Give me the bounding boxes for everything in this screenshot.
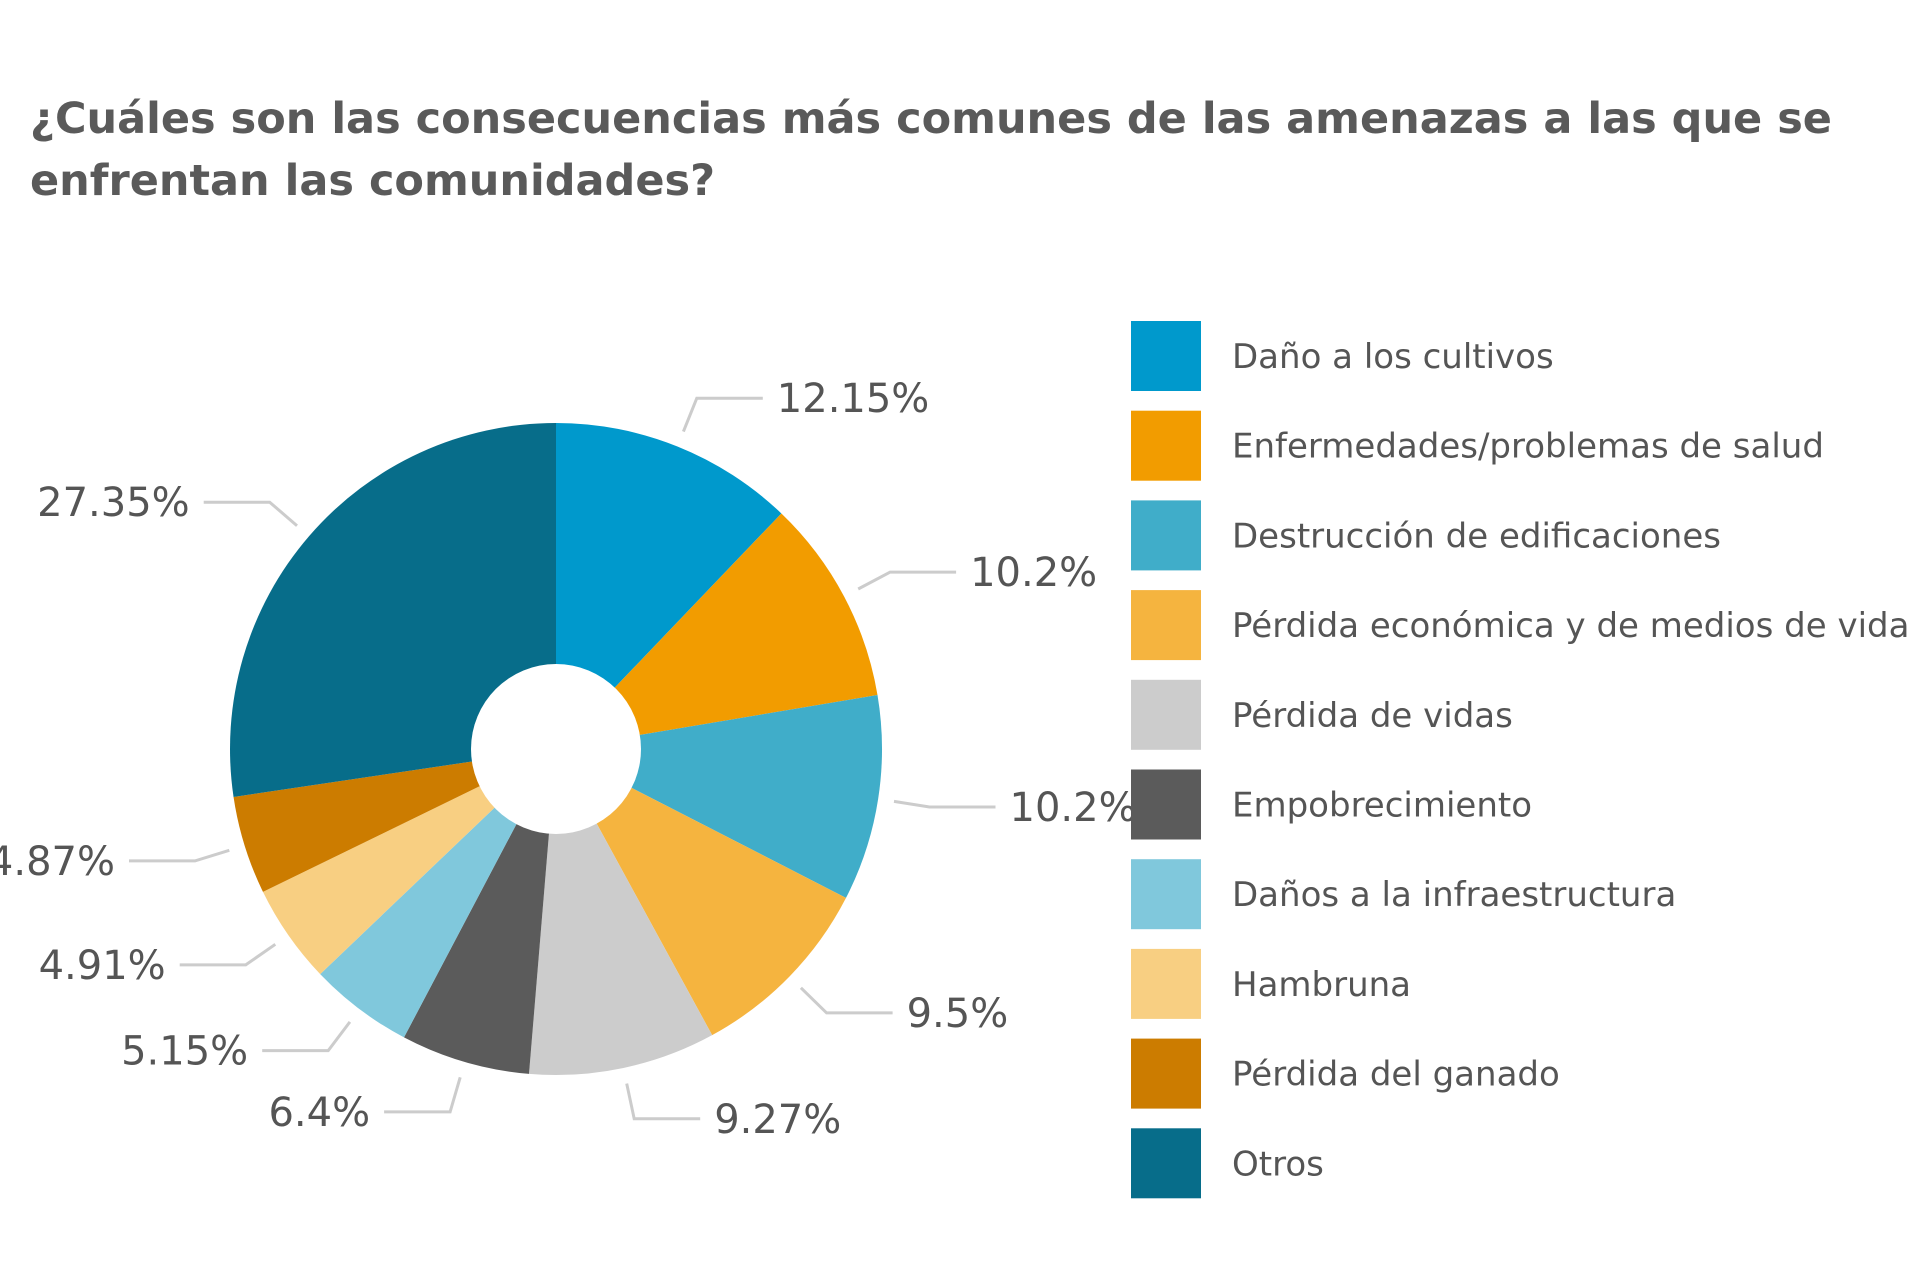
slice-perdida-economica-y-de-medios-de-vida bbox=[556, 749, 846, 1036]
pie-slices bbox=[230, 423, 882, 1076]
percent-label-danos-a-la-infraestructura: 5.15% bbox=[121, 1029, 248, 1075]
legend: Daño a los cultivos Enfermedades/problema… bbox=[1131, 321, 1909, 1199]
donut-hole bbox=[471, 664, 641, 834]
percent-labels: 12.15% 10.2% 10.2% 9.5% 9.27% 6.4% 5.15% 4.91% 4… bbox=[0, 376, 1137, 1143]
leader-line-enfermedades-problemas-de-salud bbox=[857, 570, 957, 591]
percent-label-perdida-de-vidas: 9.27% bbox=[714, 1097, 841, 1143]
leader-line-destruccion-de-edificaciones bbox=[893, 799, 996, 809]
slice-enfermedades-problemas-de-salud bbox=[556, 513, 878, 749]
percent-label-empobrecimiento: 6.4% bbox=[268, 1090, 370, 1136]
slice-otros bbox=[230, 423, 556, 797]
slice-dano-a-los-cultivos bbox=[556, 423, 782, 749]
percent-label-enfermedades-problemas-de-salud: 10.2% bbox=[970, 550, 1097, 596]
percent-label-otros: 27.35% bbox=[37, 480, 190, 526]
legend-label-empobrecimiento: Empobrecimiento bbox=[1232, 786, 1532, 826]
leader-lines bbox=[129, 396, 996, 1121]
leader-line-otros bbox=[203, 500, 298, 527]
legend-swatch-enfermedades-problemas-de-salud bbox=[1131, 410, 1201, 481]
slice-hambruna bbox=[262, 749, 556, 975]
legend-swatch-dano-a-los-cultivos bbox=[1131, 321, 1201, 391]
percent-label-hambruna: 4.91% bbox=[39, 943, 166, 989]
legend-label-destruccion-de-edificaciones: Destrucción de edificaciones bbox=[1232, 516, 1721, 556]
legend-label-dano-a-los-cultivos: Daño a los cultivos bbox=[1232, 337, 1554, 377]
leader-line-dano-a-los-cultivos bbox=[682, 396, 763, 433]
legend-label-perdida-de-vidas: Pérdida de vidas bbox=[1232, 696, 1513, 736]
percent-label-dano-a-los-cultivos: 12.15% bbox=[777, 376, 930, 422]
percent-label-perdida-del-ganado: 4.87% bbox=[0, 839, 115, 885]
legend-label-danos-a-la-infraestructura: Daños a la infraestructura bbox=[1232, 875, 1676, 915]
leader-line-perdida-de-vidas bbox=[625, 1083, 701, 1121]
legend-swatch-perdida-de-vidas bbox=[1131, 679, 1201, 750]
leader-line-danos-a-la-infraestructura bbox=[262, 1020, 352, 1053]
legend-swatch-hambruna bbox=[1131, 948, 1201, 1019]
legend-swatch-perdida-del-ganado bbox=[1131, 1038, 1201, 1109]
legend-swatch-empobrecimiento bbox=[1131, 769, 1201, 840]
legend-label-otros: Otros bbox=[1232, 1144, 1324, 1184]
slice-perdida-del-ganado bbox=[233, 749, 557, 892]
legend-label-hambruna: Hambruna bbox=[1232, 965, 1411, 1005]
percent-label-perdida-economica-y-de-medios-de-vida: 9.5% bbox=[907, 991, 1009, 1037]
chart-title: ¿Cuáles son las consecuencias más comune… bbox=[30, 94, 1832, 206]
leader-line-perdida-economica-y-de-medios-de-vida bbox=[799, 986, 893, 1015]
slice-danos-a-la-infraestructura bbox=[320, 749, 556, 1038]
legend-label-perdida-economica-y-de-medios-de-vida: Pérdida económica y de medios de vida bbox=[1232, 606, 1909, 646]
leader-line-empobrecimiento bbox=[384, 1076, 462, 1114]
legend-swatch-perdida-economica-y-de-medios-de-vida bbox=[1131, 590, 1201, 661]
legend-swatch-danos-a-la-infraestructura bbox=[1131, 859, 1201, 930]
legend-label-enfermedades-problemas-de-salud: Enfermedades/problemas de salud bbox=[1232, 427, 1824, 467]
slice-empobrecimiento bbox=[404, 749, 556, 1074]
legend-label-perdida-del-ganado: Pérdida del ganado bbox=[1232, 1055, 1560, 1095]
legend-swatch-otros bbox=[1131, 1128, 1201, 1199]
percent-label-destruccion-de-edificaciones: 10.2% bbox=[1010, 785, 1137, 831]
leader-line-perdida-del-ganado bbox=[129, 848, 230, 863]
leader-line-hambruna bbox=[179, 943, 277, 967]
legend-swatch-destruccion-de-edificaciones bbox=[1131, 500, 1201, 571]
